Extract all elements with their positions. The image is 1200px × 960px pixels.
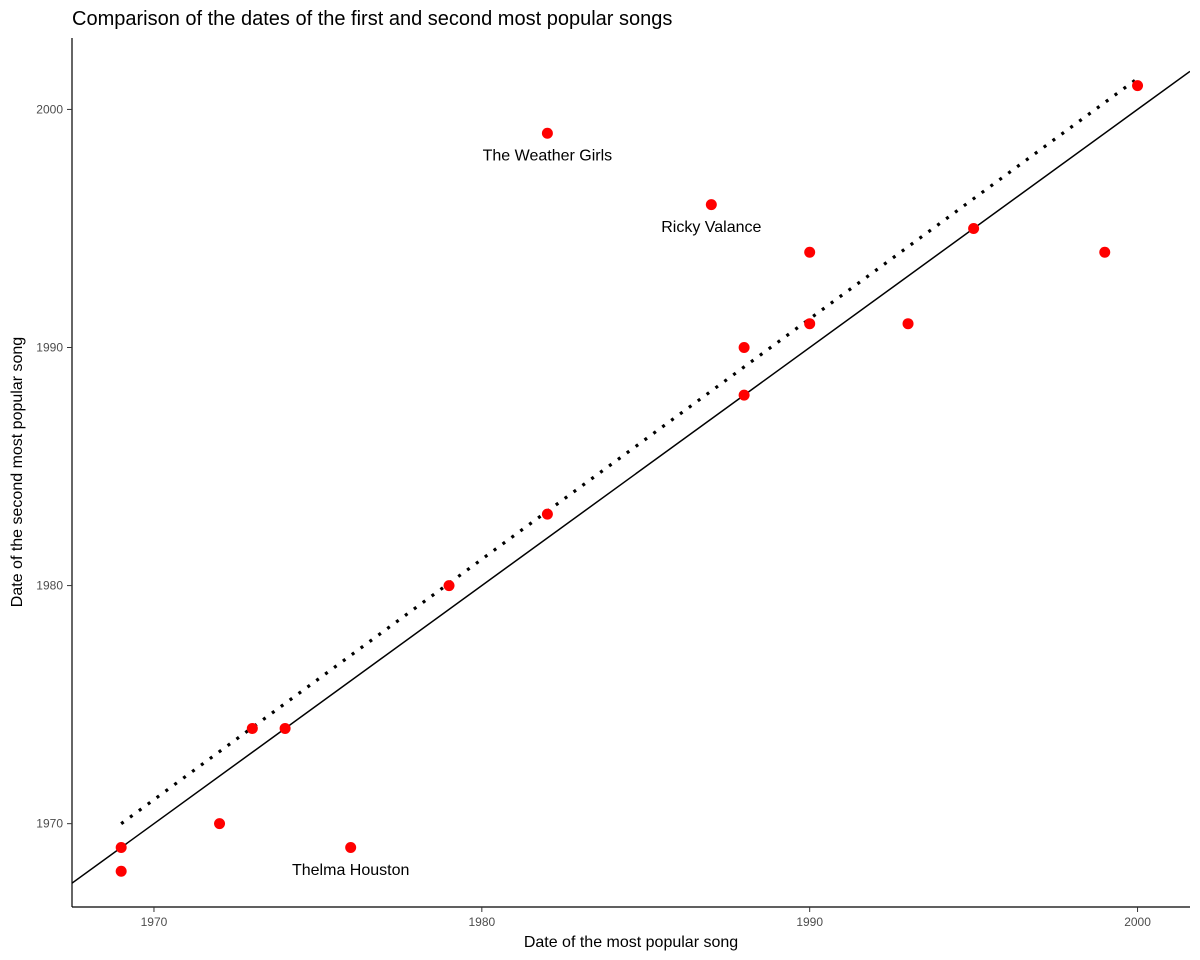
y-tick-label: 1970 — [36, 817, 63, 831]
identity-line — [72, 70, 1190, 884]
data-point — [1099, 246, 1111, 258]
data-point — [214, 818, 226, 830]
data-point — [738, 389, 750, 401]
data-point — [738, 342, 750, 354]
y-tick-label: 1980 — [36, 579, 63, 593]
data-point — [541, 127, 553, 139]
plot-area — [72, 70, 1190, 884]
x-tick-label: 2000 — [1124, 915, 1151, 929]
data-point — [902, 318, 914, 330]
data-point — [279, 722, 291, 734]
annotation-layer: The Weather Girls Ricky Valance Thelma Hou… — [292, 148, 762, 879]
x-tick-label: 1970 — [141, 915, 168, 929]
data-point — [443, 580, 455, 592]
x-tick-label: 1980 — [468, 915, 495, 929]
data-point — [541, 508, 553, 520]
dotted-trend-line — [120, 77, 1139, 825]
chart-title: Comparison of the dates of the first and… — [72, 8, 672, 30]
x-tick-label: 1990 — [796, 915, 823, 929]
y-tick-label: 2000 — [36, 102, 63, 116]
x-axis-title: Date of the most popular song — [524, 934, 738, 951]
data-point — [705, 199, 717, 211]
tick-layer: 1970 1980 1990 2000 1970 1980 1990 2000 — [36, 102, 1151, 929]
y-tick-label: 1990 — [36, 341, 63, 355]
data-point — [804, 318, 816, 330]
data-point — [804, 246, 816, 258]
point-annotation: The Weather Girls — [483, 148, 613, 165]
data-point — [345, 841, 357, 853]
data-point — [115, 841, 127, 853]
data-point — [1132, 80, 1144, 92]
data-point — [115, 865, 127, 877]
data-point — [246, 722, 258, 734]
point-annotation: Thelma Houston — [292, 862, 409, 879]
point-annotation: Ricky Valance — [661, 219, 761, 236]
data-point — [968, 222, 980, 234]
y-axis-title: Date of the second most popular song — [9, 337, 26, 607]
